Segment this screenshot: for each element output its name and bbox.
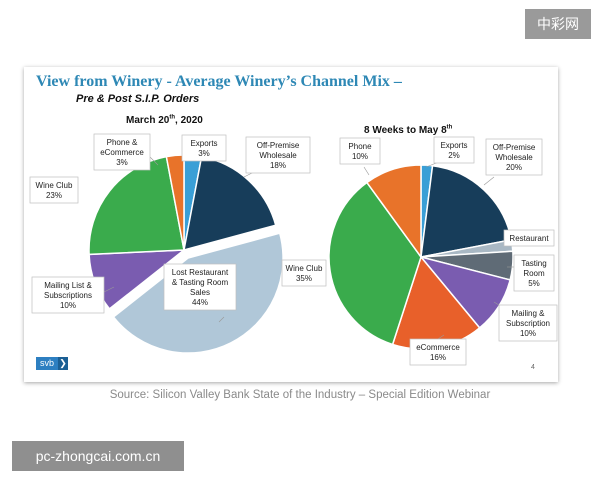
page-number: 4 xyxy=(531,364,535,371)
pie1-label-restaurant: Restaurant xyxy=(503,229,555,247)
left-chart-title: March 20th, 2020 xyxy=(126,115,203,127)
svg-text:3%: 3% xyxy=(198,149,210,158)
svg-text:Subscription: Subscription xyxy=(506,319,550,328)
pie1-slice-phone xyxy=(365,164,422,260)
svg-text:Restaurant: Restaurant xyxy=(509,234,549,243)
right-chart-title: 8 Weeks to May 8th xyxy=(364,125,453,137)
svg-text:Room: Room xyxy=(523,269,545,278)
svg-text:5%: 5% xyxy=(528,279,540,288)
svg-text:Phone &: Phone & xyxy=(107,138,138,147)
pie1-slice-wine-club xyxy=(328,181,422,346)
slide-subtitle: Pre & Post S.I.P. Orders xyxy=(76,93,200,105)
svg-text:Wholesale: Wholesale xyxy=(495,153,533,162)
svg-text:Exports: Exports xyxy=(190,139,217,148)
svg-text:Mailing List &: Mailing List & xyxy=(44,281,92,290)
svg-text:Wine Club: Wine Club xyxy=(286,264,323,273)
svg-text:Tasting: Tasting xyxy=(521,259,546,268)
watermark-bottom: pc-zhongcai.com.cn xyxy=(12,441,184,471)
svg-text:Off-Premise: Off-Premise xyxy=(493,143,536,152)
svg-text:eCommerce: eCommerce xyxy=(416,343,460,352)
svg-text:Sales: Sales xyxy=(190,288,210,297)
svg-text:Wine Club: Wine Club xyxy=(36,181,73,190)
svg-text:eCommerce: eCommerce xyxy=(100,148,144,157)
svb-logo: svb ❯ xyxy=(36,357,68,370)
svg-text:16%: 16% xyxy=(430,353,446,362)
svg-text:10%: 10% xyxy=(520,329,536,338)
svg-text:Exports: Exports xyxy=(440,141,467,150)
svg-text:23%: 23% xyxy=(46,191,62,200)
svg-text:44%: 44% xyxy=(192,298,208,307)
svg-text:10%: 10% xyxy=(60,301,76,310)
svg-text:35%: 35% xyxy=(296,274,312,283)
svg-text:Lost Restaurant: Lost Restaurant xyxy=(172,268,229,277)
svg-text:Wholesale: Wholesale xyxy=(259,151,297,160)
svg-text:10%: 10% xyxy=(352,152,368,161)
slide: View from Winery - Average Winery’s Chan… xyxy=(24,67,558,382)
svg-text:3%: 3% xyxy=(116,158,128,167)
svg-text:20%: 20% xyxy=(506,163,522,172)
slide-title: View from Winery - Average Winery’s Chan… xyxy=(36,73,402,90)
svg-text:Subscriptions: Subscriptions xyxy=(44,291,92,300)
svg-text:& Tasting Room: & Tasting Room xyxy=(172,278,229,287)
svg-text:2%: 2% xyxy=(448,151,460,160)
svg-text:Phone: Phone xyxy=(348,142,372,151)
svg-text:18%: 18% xyxy=(270,161,286,170)
source-caption: Source: Silicon Valley Bank State of the… xyxy=(109,389,491,401)
pie0-slice-wine-club xyxy=(88,155,185,256)
svg-text:Mailing &: Mailing & xyxy=(512,309,546,318)
watermark-top: 中彩网 xyxy=(525,9,591,39)
svg-text:Off-Premise: Off-Premise xyxy=(257,141,300,150)
